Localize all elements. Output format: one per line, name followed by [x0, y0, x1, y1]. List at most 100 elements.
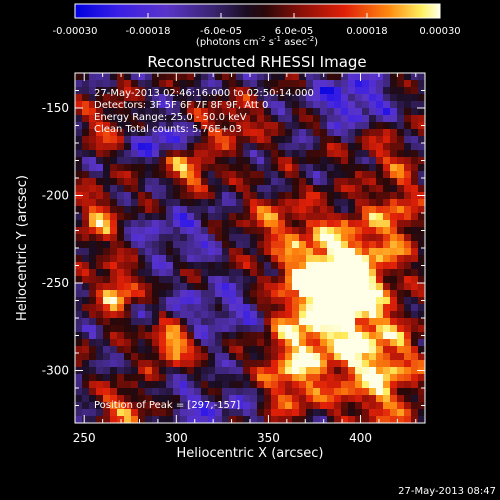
- heatmap-cell: [222, 150, 230, 158]
- heatmap-cell: [285, 374, 293, 382]
- heatmap-cell: [306, 213, 314, 221]
- heatmap-cell: [271, 199, 279, 207]
- heatmap-cell: [411, 178, 419, 186]
- heatmap-cell: [89, 416, 97, 424]
- heatmap-cell: [159, 395, 167, 403]
- heatmap-cell: [96, 136, 104, 144]
- heatmap-cell: [292, 94, 300, 102]
- heatmap-cell: [229, 283, 237, 291]
- heatmap-cell: [131, 101, 139, 109]
- heatmap-cell: [110, 241, 118, 249]
- heatmap-cell: [208, 269, 216, 277]
- heatmap-cell: [278, 199, 286, 207]
- heatmap-cell: [82, 171, 90, 179]
- heatmap-cell: [194, 234, 202, 242]
- heatmap-cell: [117, 290, 125, 298]
- heatmap-cell: [145, 388, 153, 396]
- heatmap-cell: [194, 353, 202, 361]
- heatmap-cell: [222, 395, 230, 403]
- heatmap-cell: [334, 248, 342, 256]
- heatmap-cell: [383, 185, 391, 193]
- heatmap-cell: [243, 332, 251, 340]
- heatmap-cell: [124, 381, 132, 389]
- heatmap-cell: [75, 143, 83, 151]
- heatmap-cell: [187, 374, 195, 382]
- heatmap-cell: [89, 108, 97, 116]
- heatmap-cell: [187, 220, 195, 228]
- heatmap-cell: [89, 241, 97, 249]
- heatmap-cell: [418, 416, 426, 424]
- heatmap-cell: [383, 73, 391, 81]
- heatmap-cell: [145, 220, 153, 228]
- heatmap-cell: [362, 241, 370, 249]
- heatmap-cell: [327, 73, 335, 81]
- heatmap-cell: [250, 136, 258, 144]
- heatmap-cell: [327, 101, 335, 109]
- heatmap-cell: [82, 290, 90, 298]
- heatmap-cell: [271, 178, 279, 186]
- heatmap-cell: [383, 241, 391, 249]
- heatmap-cell: [187, 367, 195, 375]
- heatmap-cell: [250, 276, 258, 284]
- heatmap-cell: [229, 94, 237, 102]
- heatmap-cell: [376, 213, 384, 221]
- heatmap-cell: [173, 297, 181, 305]
- heatmap-cell: [362, 409, 370, 417]
- heatmap-cell: [383, 122, 391, 130]
- heatmap-cell: [166, 150, 174, 158]
- heatmap-cell: [89, 129, 97, 137]
- heatmap-cell: [348, 367, 356, 375]
- heatmap-cell: [166, 367, 174, 375]
- heatmap-cell: [404, 150, 412, 158]
- heatmap-cell: [341, 388, 349, 396]
- heatmap-cell: [208, 129, 216, 137]
- heatmap-cell: [173, 395, 181, 403]
- heatmap-cell: [229, 402, 237, 410]
- heatmap-cell: [418, 220, 426, 228]
- heatmap-cell: [96, 101, 104, 109]
- heatmap-cell: [159, 353, 167, 361]
- heatmap-cell: [411, 101, 419, 109]
- heatmap-cell: [152, 178, 160, 186]
- heatmap-cell: [131, 290, 139, 298]
- heatmap-cell: [397, 283, 405, 291]
- heatmap-cell: [187, 227, 195, 235]
- heatmap-cell: [404, 290, 412, 298]
- heatmap-cell: [215, 143, 223, 151]
- heatmap-cell: [173, 129, 181, 137]
- heatmap-cell: [201, 136, 209, 144]
- heatmap-cell: [229, 353, 237, 361]
- heatmap-cell: [173, 262, 181, 270]
- heatmap-cell: [243, 381, 251, 389]
- heatmap-cell: [152, 402, 160, 410]
- heatmap-cell: [285, 185, 293, 193]
- heatmap-cell: [75, 318, 83, 326]
- heatmap-cell: [173, 339, 181, 347]
- heatmap-cell: [159, 206, 167, 214]
- heatmap-cell: [187, 332, 195, 340]
- heatmap-cell: [278, 346, 286, 354]
- heatmap-cell: [264, 234, 272, 242]
- heatmap-cell: [173, 136, 181, 144]
- heatmap-cell: [194, 297, 202, 305]
- heatmap-cell: [222, 269, 230, 277]
- heatmap-cell: [229, 290, 237, 298]
- heatmap-cell: [110, 276, 118, 284]
- heatmap-cell: [313, 416, 321, 424]
- heatmap-cell: [348, 311, 356, 319]
- heatmap-cell: [292, 241, 300, 249]
- heatmap-cell: [327, 290, 335, 298]
- heatmap-cell: [103, 262, 111, 270]
- heatmap-cell: [117, 80, 125, 88]
- heatmap-cell: [222, 87, 230, 95]
- heatmap-cell: [411, 367, 419, 375]
- heatmap-cell: [257, 101, 265, 109]
- heatmap-cell: [334, 164, 342, 172]
- heatmap-cell: [180, 248, 188, 256]
- heatmap-cell: [320, 101, 328, 109]
- heatmap-cell: [390, 297, 398, 305]
- heatmap-cell: [257, 143, 265, 151]
- heatmap-cell: [397, 171, 405, 179]
- heatmap-cell: [271, 164, 279, 172]
- heatmap-cell: [376, 178, 384, 186]
